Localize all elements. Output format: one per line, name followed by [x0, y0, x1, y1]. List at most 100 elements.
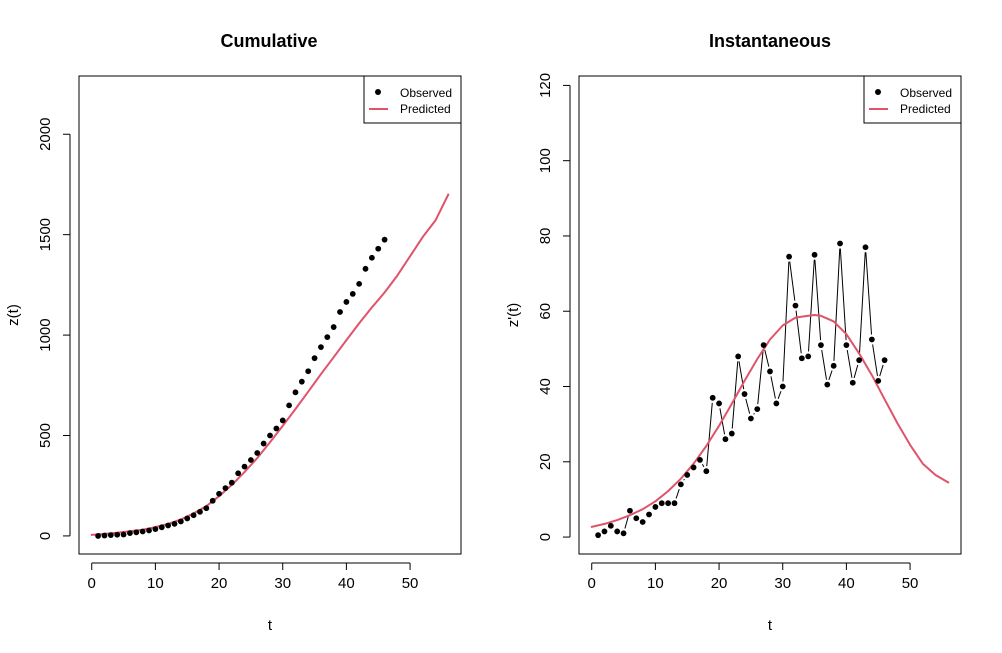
observed-point	[773, 400, 780, 407]
observed-point	[127, 530, 133, 537]
observed-point	[286, 402, 292, 409]
observed-connector	[757, 350, 764, 405]
observed-point	[837, 240, 843, 247]
observed-point	[824, 381, 831, 388]
observed-connector	[624, 515, 630, 529]
observed-point	[881, 357, 888, 364]
x-tick-label: 20	[211, 575, 228, 592]
observed-point	[811, 251, 818, 258]
observed-point	[114, 531, 121, 538]
observed-point	[311, 355, 318, 362]
observed-point	[671, 500, 678, 507]
observed-point	[279, 417, 286, 424]
observed-point	[690, 464, 697, 471]
y-tick-label: 0	[37, 532, 54, 540]
observed-point	[165, 522, 172, 529]
observed-point	[305, 368, 312, 375]
observed-point	[95, 533, 101, 539]
y-axis-label: z'(t)	[505, 303, 522, 328]
observed-point	[754, 406, 761, 412]
observed-connector	[828, 370, 833, 381]
observed-connector	[745, 398, 751, 414]
observed-point	[254, 450, 261, 456]
observed-point	[805, 353, 812, 360]
observed-point	[639, 519, 646, 525]
observed-point	[203, 505, 210, 512]
observed-point	[627, 507, 633, 514]
y-tick-label: 80	[537, 228, 554, 245]
observed-point	[152, 526, 159, 532]
observed-connector	[782, 261, 790, 382]
observed-point	[292, 389, 299, 396]
observed-connector	[865, 252, 873, 335]
observed-point	[273, 425, 280, 432]
x-tick-label: 30	[774, 575, 791, 592]
observed-point	[120, 531, 127, 538]
observed-point	[779, 383, 786, 390]
x-tick-label: 50	[902, 575, 919, 592]
observed-point	[356, 280, 363, 287]
observed-point	[107, 532, 114, 539]
observed-point	[767, 368, 773, 375]
observed-point	[849, 379, 856, 386]
x-tick-label: 30	[274, 575, 291, 592]
legend-box	[863, 75, 962, 124]
predicted-line	[90, 193, 450, 536]
x-tick-label: 40	[338, 575, 355, 592]
observed-point	[798, 355, 805, 362]
observed-point	[856, 357, 863, 364]
observed-connector	[858, 252, 866, 356]
observed-point	[209, 497, 216, 504]
legend-observed-marker	[875, 89, 881, 95]
observed-connector	[808, 259, 815, 352]
x-tick-label: 10	[147, 575, 164, 592]
observed-point	[709, 394, 716, 401]
observed-point	[728, 430, 735, 437]
observed-point	[349, 291, 356, 297]
observed-point	[101, 532, 108, 539]
observed-connector	[814, 259, 822, 341]
y-tick-label: 40	[537, 378, 554, 395]
observed-connector	[753, 412, 755, 415]
observed-point	[722, 436, 729, 443]
observed-point	[197, 508, 203, 515]
observed-point	[862, 244, 869, 251]
observed-connector	[675, 488, 680, 499]
y-tick-label: 20	[537, 453, 554, 470]
observed-point	[362, 265, 369, 272]
observed-connector	[764, 349, 770, 367]
observed-point	[171, 520, 178, 527]
y-tick-label: 120	[537, 73, 554, 98]
observed-point	[235, 470, 242, 477]
observed-connector	[770, 376, 776, 399]
observed-point	[665, 500, 672, 507]
observed-point	[368, 254, 375, 261]
observed-point	[830, 362, 837, 369]
observed-point	[735, 353, 742, 360]
x-tick-label: 40	[838, 575, 855, 592]
legend-observed-label: Observed	[400, 86, 452, 100]
observed-connector	[853, 364, 859, 379]
observed-point	[741, 391, 748, 397]
y-tick-label: 100	[537, 148, 554, 173]
observed-point	[646, 511, 652, 518]
observed-point	[601, 528, 608, 535]
observed-point	[748, 415, 754, 422]
legend: Observed Predicted	[863, 75, 962, 124]
observed-point	[633, 515, 640, 522]
x-tick-label: 10	[647, 575, 664, 592]
y-tick-label: 500	[37, 423, 54, 448]
observed-connector	[683, 478, 685, 481]
observed-point	[843, 342, 850, 349]
observed-point	[703, 468, 710, 475]
observed-point	[139, 528, 146, 535]
observed-point	[267, 432, 273, 439]
observed-connector	[706, 402, 713, 467]
y-tick-label: 60	[537, 303, 554, 320]
observed-point	[620, 530, 627, 537]
observed-point	[241, 463, 248, 470]
data-layer	[90, 193, 450, 539]
x-tick-label: 50	[402, 575, 419, 592]
